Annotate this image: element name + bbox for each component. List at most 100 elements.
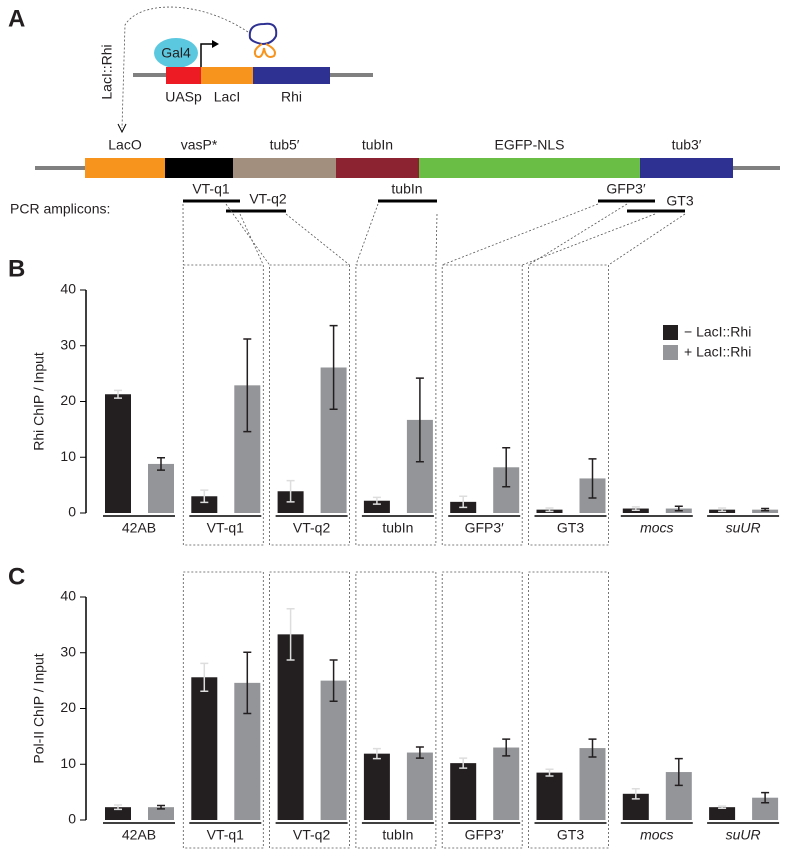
error-bar	[545, 507, 554, 513]
y-tick-label: 20	[60, 392, 76, 408]
x-tick-label: GFP3′	[465, 827, 505, 843]
rhi-icon	[248, 22, 278, 46]
y-tick-label: 0	[68, 811, 76, 827]
bar	[191, 677, 218, 820]
amplicon-label: GT3	[666, 193, 693, 209]
error-bar	[415, 377, 424, 463]
construct-element-label: tub3′	[672, 137, 702, 153]
y-axis-label: Pol-II ChIP / Input	[31, 653, 47, 763]
bar	[105, 394, 131, 513]
error-bar	[372, 747, 381, 760]
y-tick-label: 30	[60, 336, 76, 352]
region-box	[269, 264, 351, 546]
connector	[435, 213, 438, 266]
x-tick-label: 42AB	[122, 520, 156, 536]
bar	[363, 500, 390, 513]
construct-part-label: LacI	[214, 89, 240, 105]
construct-part	[201, 67, 253, 84]
error-bar	[329, 659, 338, 703]
bar	[277, 634, 304, 820]
x-tick-label: VT-q2	[293, 827, 331, 843]
legend-swatch	[663, 345, 678, 360]
error-bar	[631, 506, 640, 511]
bar	[709, 807, 736, 820]
panel-label: B	[8, 255, 25, 282]
region-box	[269, 571, 351, 849]
y-tick-label: 10	[60, 448, 76, 464]
construct-part	[166, 67, 201, 84]
laci-icon	[253, 43, 276, 58]
x-tick-label: mocs	[640, 827, 673, 843]
y-tick-label: 0	[68, 504, 76, 520]
y-tick-label: 30	[60, 643, 76, 659]
construct-element	[640, 158, 733, 178]
x-tick-label: suUR	[726, 520, 761, 536]
error-bar	[329, 324, 338, 411]
bar	[363, 753, 390, 820]
error-bar	[200, 489, 209, 504]
x-tick-label: tubIn	[382, 520, 413, 536]
panel-label: C	[8, 563, 25, 590]
x-tick-label: GT3	[557, 520, 584, 536]
bar	[579, 748, 606, 820]
amplicon-label: VT-q2	[249, 191, 287, 207]
amplicon-label: GFP3′	[606, 181, 646, 197]
construct-element	[336, 158, 419, 178]
error-bar	[502, 738, 511, 757]
tss-arrow	[200, 43, 214, 67]
error-bar	[674, 757, 683, 787]
error-bar	[761, 791, 770, 804]
connector	[442, 203, 599, 266]
error-bar	[372, 496, 381, 505]
bar	[536, 772, 563, 820]
region-box	[355, 264, 437, 546]
connector	[522, 213, 656, 266]
legend-swatch	[663, 325, 678, 340]
x-tick-label: mocs	[640, 520, 673, 536]
y-tick-label: 40	[60, 588, 76, 604]
connector	[239, 213, 264, 266]
construct-element	[85, 158, 165, 178]
construct-element	[165, 158, 233, 178]
panel-label: A	[8, 5, 25, 32]
region-box	[528, 264, 609, 546]
y-tick-label: 10	[60, 755, 76, 771]
y-tick-label: 40	[60, 281, 76, 297]
error-bar	[588, 738, 597, 758]
error-bar	[243, 338, 252, 433]
connector	[355, 203, 379, 266]
amplicons-label: PCR amplicons:	[10, 201, 110, 217]
y-tick-label: 20	[60, 699, 76, 715]
error-bar	[114, 389, 122, 399]
construct-element-label: tub5′	[270, 137, 300, 153]
error-bar	[718, 507, 727, 513]
bar	[105, 807, 131, 820]
y-axis-label: Rhi ChIP / Input	[31, 352, 47, 451]
bar	[320, 680, 347, 820]
x-tick-label: suUR	[726, 827, 761, 843]
construct-part-label: Rhi	[281, 89, 302, 105]
x-tick-label: tubIn	[382, 827, 413, 843]
bar	[191, 496, 218, 513]
error-bar	[674, 505, 683, 512]
error-bar	[588, 458, 597, 499]
bar	[450, 763, 477, 820]
tether-path	[121, 6, 249, 129]
error-bar	[545, 768, 554, 777]
error-bar	[459, 495, 468, 509]
legend-label: − LacI::Rhi	[684, 324, 751, 340]
construct-element	[419, 158, 640, 178]
construct-element-label: EGFP-NLS	[494, 137, 564, 153]
error-bar	[502, 447, 511, 488]
x-tick-label: VT-q2	[293, 520, 331, 536]
region-box	[441, 571, 523, 849]
x-tick-label: VT-q1	[207, 827, 245, 843]
connector	[528, 203, 628, 266]
error-bar	[200, 662, 209, 692]
amplicon-label: tubIn	[391, 181, 422, 197]
error-bar	[415, 746, 424, 759]
error-bar	[459, 757, 468, 769]
error-bar	[631, 788, 640, 800]
region-box	[355, 571, 437, 849]
legend-label: + LacI::Rhi	[684, 344, 751, 360]
